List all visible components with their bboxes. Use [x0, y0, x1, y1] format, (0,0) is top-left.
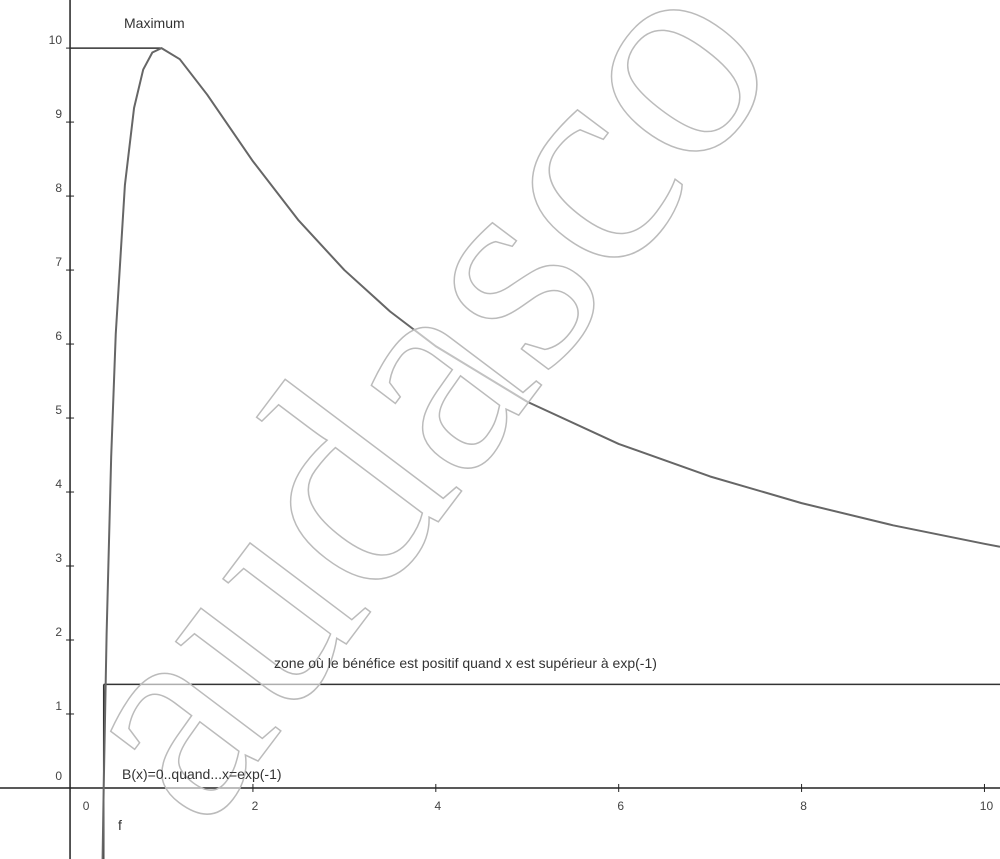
series-label: f	[118, 817, 122, 833]
y-tick-label: 2	[55, 625, 62, 639]
x-tick-label: 4	[434, 799, 441, 813]
y-tick-label: 8	[55, 181, 62, 195]
curve	[101, 47, 1000, 859]
x-tick-label: 6	[617, 799, 624, 813]
y-tick-label: 3	[55, 551, 62, 565]
y-tick-label: 5	[55, 403, 62, 417]
y-tick-label: 4	[55, 477, 62, 491]
y-tick-label: 10	[49, 33, 63, 47]
y-tick-label: 9	[55, 107, 62, 121]
x-tick-label: 0	[83, 799, 90, 813]
y-tick-label: 6	[55, 329, 62, 343]
y-tick-label: 0	[55, 769, 62, 783]
x-tick-label: 2	[252, 799, 259, 813]
maximum-label: Maximum	[124, 15, 185, 31]
x-tick-label: 10	[980, 799, 994, 813]
zone-label: zone où le bénéfice est positif quand x …	[274, 655, 657, 671]
x-tick-label: 8	[800, 799, 807, 813]
y-tick-label: 7	[55, 255, 62, 269]
watermark: audasco	[0, 0, 837, 859]
zero-label: B(x)=0..quand...x=exp(-1)	[122, 766, 282, 782]
y-tick-label: 1	[55, 699, 62, 713]
